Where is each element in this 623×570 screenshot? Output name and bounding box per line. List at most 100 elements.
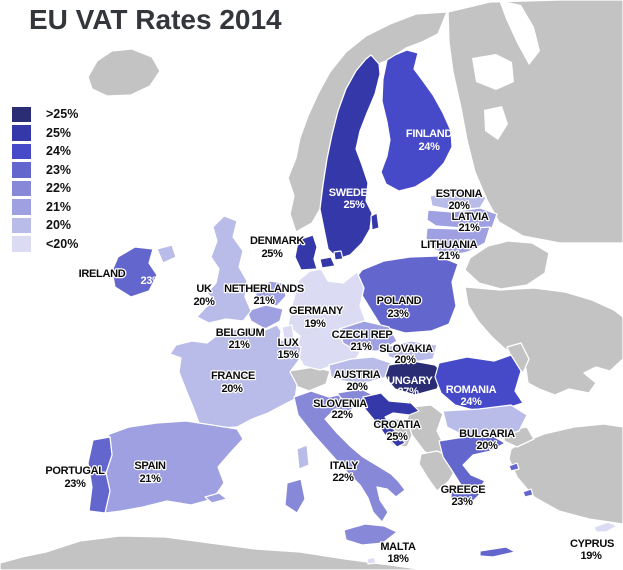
country-france xyxy=(169,324,302,429)
page-title: EU VAT Rates 2014 xyxy=(29,4,282,35)
legend-swatch xyxy=(11,235,32,253)
label-malta-rate: 18% xyxy=(387,553,409,565)
island-sicily xyxy=(343,523,398,546)
country-malta xyxy=(366,556,377,565)
label-ireland-rate: 23% xyxy=(140,275,162,287)
region-northern-ireland xyxy=(156,244,177,264)
island-funen-zealand xyxy=(319,256,336,269)
legend-row->25: >25% xyxy=(11,105,78,124)
label-finland-rate: 24% xyxy=(418,141,440,153)
country-ireland xyxy=(111,246,158,298)
label-netherlands-name: NETHERLANDS xyxy=(224,283,304,295)
island-corsica xyxy=(296,444,310,470)
country-greece xyxy=(438,434,506,492)
label-czech-name: CZECH REP xyxy=(332,329,393,341)
legend-label: 21% xyxy=(46,199,72,214)
island-sardinia xyxy=(284,478,306,514)
label-croatia-rate: 25% xyxy=(386,431,408,443)
label-portugal-name: PORTUGAL xyxy=(45,465,105,477)
label-ireland-name: IRELAND xyxy=(79,268,126,280)
label-portugal-rate: 23% xyxy=(64,478,86,490)
label-france-rate: 20% xyxy=(221,383,243,395)
country-poland xyxy=(355,255,459,334)
label-uk-rate: 20% xyxy=(193,296,215,308)
label-italy-name: ITALY xyxy=(330,460,359,472)
landmass-belarus xyxy=(464,240,550,290)
legend-label: 20% xyxy=(46,218,72,233)
island-crete xyxy=(479,546,516,558)
island-balearics xyxy=(204,492,228,504)
label-italy-rate: 22% xyxy=(332,472,354,484)
label-spain-name: SPAIN xyxy=(134,460,166,472)
landmass-ukraine xyxy=(464,286,623,396)
label-sweden-rate: 25% xyxy=(343,199,365,211)
landmass-turkey xyxy=(508,423,623,525)
label-hungary-rate: 27% xyxy=(397,386,419,398)
label-estonia-rate: 20% xyxy=(448,200,470,212)
legend-label: >25% xyxy=(46,107,79,122)
label-czech-rate: 21% xyxy=(350,341,372,353)
legend-label: <20% xyxy=(46,236,79,251)
label-france-name: FRANCE xyxy=(211,370,255,382)
label-estonia-name: ESTONIA xyxy=(436,188,483,200)
country-latvia xyxy=(426,207,498,229)
label-romania-name: ROMANIA xyxy=(446,384,497,396)
label-denmark-rate: 25% xyxy=(261,248,283,260)
label-greece-name: GREECE xyxy=(441,484,486,496)
lake-ladoga xyxy=(472,54,514,90)
label-sweden-name: SWEDEN xyxy=(329,187,376,199)
legend-row-23: 23% xyxy=(11,161,78,180)
legend-label: 25% xyxy=(46,125,72,140)
legend-row-24: 24% xyxy=(11,142,78,161)
white-sea xyxy=(499,0,540,65)
legend-row-20: 20% xyxy=(11,216,78,235)
lake-onega xyxy=(484,106,508,140)
legend-swatch xyxy=(11,105,32,123)
country-netherlands xyxy=(254,280,287,307)
label-hungary-name: HUNGARY xyxy=(379,375,433,387)
legend-row-21: 21% xyxy=(11,198,78,217)
landmass-north-africa xyxy=(0,535,426,570)
label-slovakia-name: SLOVAKIA xyxy=(379,343,433,355)
label-uk-name: UK xyxy=(196,283,212,295)
label-latvia-rate: 21% xyxy=(458,222,480,234)
label-lithuania-name: LITHUANIA xyxy=(421,239,478,251)
country-croatia xyxy=(362,392,420,448)
country-slovakia xyxy=(384,340,438,364)
label-cyprus-name: CYPRUS xyxy=(570,538,614,550)
country-denmark xyxy=(294,234,318,271)
country-labels: IRELAND23%UK20%FRANCE20%PORTUGAL23%SPAIN… xyxy=(44,128,615,566)
label-greece-rate: 23% xyxy=(451,496,473,508)
label-romania-rate: 24% xyxy=(460,396,482,408)
legend-swatch xyxy=(11,179,32,197)
island-aegean-2 xyxy=(522,488,534,498)
label-slovenia-rate: 22% xyxy=(331,409,353,421)
label-malta-name: MALTA xyxy=(380,541,416,553)
label-cyprus-rate: 19% xyxy=(580,550,602,562)
landmass-iceland xyxy=(87,48,161,97)
country-belgium xyxy=(246,304,284,330)
country-uk xyxy=(196,215,252,324)
legend-row-<20: <20% xyxy=(11,235,78,254)
label-austria-name: AUSTRIA xyxy=(334,369,381,381)
legend-row-25: 25% xyxy=(11,124,78,143)
label-bulgaria-rate: 20% xyxy=(476,440,498,452)
label-lithuania-rate: 21% xyxy=(438,250,460,262)
label-spain-rate: 21% xyxy=(139,473,161,485)
country-cyprus xyxy=(593,521,618,533)
country-italy xyxy=(293,390,406,523)
legend-swatch xyxy=(11,142,32,160)
country-luxembourg xyxy=(281,324,295,341)
country-romania xyxy=(434,354,524,412)
island-zealand-east xyxy=(333,250,344,261)
label-poland-rate: 23% xyxy=(387,308,409,320)
legend-items: >25% 25% 24% 23% 22% 21% 20% <20% xyxy=(11,105,78,253)
country-finland xyxy=(380,49,453,192)
label-croatia-name: CROATIA xyxy=(373,419,421,431)
legend: >25% 25% 24% 23% 22% 21% 20% <20% xyxy=(11,105,78,253)
country-sweden xyxy=(319,54,381,260)
label-luxembourg-name: LUX xyxy=(277,337,299,349)
label-latvia-name: LATVIA xyxy=(451,211,488,223)
label-netherlands-rate: 21% xyxy=(253,295,275,307)
